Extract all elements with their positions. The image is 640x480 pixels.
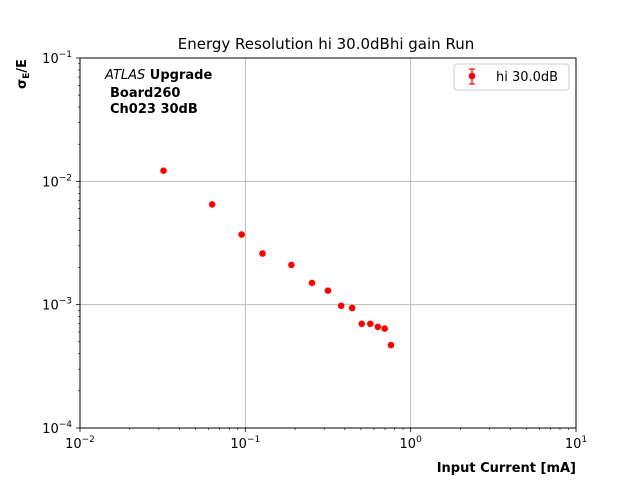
data-point (308, 279, 316, 287)
y-tick-label: 10−1 (42, 50, 72, 67)
data-point (160, 167, 167, 174)
legend: hi 30.0dB (453, 63, 570, 91)
y-axis-label: σE/E (15, 59, 32, 89)
y-tick-label: 10−4 (42, 420, 72, 437)
annotation-line-1: ATLAS Upgrade (104, 68, 212, 83)
y-tick-label: 10−3 (42, 297, 72, 314)
legend-label: hi 30.0dB (496, 70, 558, 85)
grid-lines (80, 58, 576, 428)
y-axis-label-tail: /E (15, 59, 30, 73)
legend-marker (468, 72, 476, 80)
data-point (324, 287, 332, 294)
chart-title: Energy Resolution hi 30.0dBhi gain Run (178, 35, 474, 53)
x-tick-exponent: 0 (416, 435, 422, 445)
x-axis-label: Input Current [mA] (437, 461, 576, 476)
y-axis-label-subscript: E (22, 73, 32, 79)
x-tick-exponent: −1 (247, 435, 260, 445)
y-tick-label: 10−2 (42, 173, 72, 190)
data-point (259, 250, 266, 257)
x-tick-base: 10 (230, 437, 247, 452)
plot-frame (79, 57, 577, 429)
x-tick-label: 10−1 (230, 435, 260, 452)
x-tick-label: 10−2 (65, 435, 95, 452)
data-point (348, 304, 356, 312)
y-tick-exponent: −1 (59, 50, 72, 60)
atlas-annotation: ATLAS Upgrade Board260 Ch023 30dB (104, 68, 212, 117)
data-points (160, 167, 395, 349)
data-point (288, 261, 295, 269)
y-tick-base: 10 (42, 175, 59, 190)
x-tick-base: 10 (65, 437, 82, 452)
y-tick-base: 10 (42, 422, 59, 437)
y-tick-exponent: −3 (59, 297, 72, 307)
x-tick-base: 10 (400, 437, 417, 452)
data-point (238, 231, 245, 238)
annotation-upgrade: Upgrade (145, 68, 212, 83)
annotation-line-2: Board260 (110, 86, 180, 101)
data-point (374, 323, 382, 331)
data-point (337, 302, 345, 310)
y-tick-base: 10 (42, 52, 59, 67)
y-axis-label-sigma: σ (15, 79, 30, 89)
x-tick-exponent: −2 (82, 435, 95, 445)
annotation-atlas: ATLAS (104, 68, 145, 83)
x-tick-label: 101 (565, 435, 587, 452)
data-point (358, 320, 366, 328)
y-axis-ticks: 10−410−310−210−1 (42, 50, 80, 437)
data-point (387, 341, 395, 349)
x-tick-label: 100 (400, 435, 423, 452)
y-tick-base: 10 (42, 299, 59, 314)
y-tick-exponent: −4 (59, 420, 73, 430)
x-axis-ticks: 10−2 10−1 100 101 (65, 428, 587, 452)
data-point (381, 325, 388, 332)
y-tick-exponent: −2 (59, 173, 72, 183)
x-tick-base: 10 (565, 437, 582, 452)
legend-box (453, 63, 570, 91)
data-point (367, 320, 374, 328)
x-tick-exponent: 1 (581, 435, 587, 445)
annotation-line-3: Ch023 30dB (110, 102, 198, 117)
data-point (208, 201, 216, 208)
